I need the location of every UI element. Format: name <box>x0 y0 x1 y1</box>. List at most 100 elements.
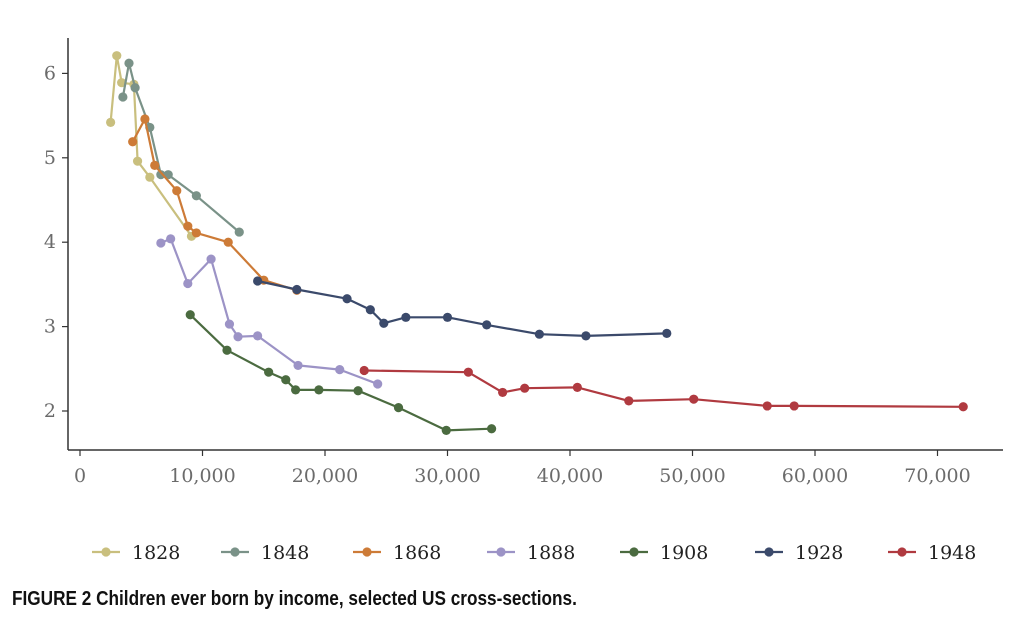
data-point <box>281 375 291 385</box>
data-point <box>293 360 303 371</box>
legend-label: 1868 <box>393 542 441 564</box>
data-point <box>572 382 582 392</box>
x-tick-label: 60,000 <box>782 465 848 487</box>
data-point <box>253 331 263 341</box>
legend-marker <box>230 547 240 557</box>
legend-item-1928: 1928 <box>755 542 843 564</box>
data-point <box>581 331 591 341</box>
series-line <box>131 117 298 292</box>
legend-marker <box>496 547 506 557</box>
data-point <box>130 83 140 93</box>
data-point <box>222 345 232 355</box>
data-point <box>373 379 383 389</box>
y-tick-label: 5 <box>44 147 56 169</box>
data-point <box>762 401 772 411</box>
data-point <box>353 386 363 396</box>
data-point <box>958 402 968 412</box>
x-tick-label: 0 <box>74 465 86 487</box>
data-point <box>534 329 544 339</box>
data-point <box>156 170 166 180</box>
x-tick-label: 30,000 <box>414 465 480 487</box>
data-point <box>498 387 508 398</box>
data-point <box>291 385 301 395</box>
data-point <box>166 234 176 244</box>
chart: 0 10,000 20,000 30,000 40,000 50,000 60,000 70,… <box>44 38 1003 564</box>
data-point <box>393 403 404 413</box>
data-point <box>206 254 216 264</box>
data-point <box>224 319 235 329</box>
data-point <box>441 425 451 436</box>
data-point <box>487 424 497 434</box>
x-tick-label: 40,000 <box>537 465 603 487</box>
series-line <box>364 369 964 408</box>
data-point <box>442 312 453 322</box>
data-point <box>223 237 233 247</box>
data-point <box>789 401 799 411</box>
series-line <box>189 314 492 432</box>
x-ticks: 0 10,000 20,000 30,000 40,000 50,000 60,000 70,… <box>74 450 971 487</box>
data-point <box>253 276 263 286</box>
legend-marker <box>362 547 372 557</box>
x-tick-label: 50,000 <box>659 465 725 487</box>
y-ticks: 2 3 4 5 6 <box>44 62 68 422</box>
data-point <box>183 278 193 289</box>
series-1848 <box>118 58 244 237</box>
data-point <box>314 385 324 395</box>
legend: 1828 1848 1868 1888 1908 1928 1948 <box>92 542 976 564</box>
data-point <box>482 320 492 330</box>
y-tick-label: 6 <box>44 62 56 84</box>
legend-label: 1908 <box>660 542 708 564</box>
data-point <box>124 58 134 68</box>
data-point <box>233 332 243 342</box>
data-point <box>379 318 389 328</box>
data-point <box>359 365 369 376</box>
legend-item-1868: 1868 <box>353 542 441 564</box>
series-1928 <box>253 276 672 341</box>
series-layer <box>106 51 968 436</box>
series-1908 <box>185 310 497 436</box>
data-point <box>117 78 127 88</box>
data-point <box>342 294 352 304</box>
legend-marker <box>101 547 111 557</box>
x-tick-label: 70,000 <box>904 465 970 487</box>
series-1888 <box>156 234 383 389</box>
y-tick-label: 2 <box>44 400 56 422</box>
x-tick-label: 10,000 <box>169 465 235 487</box>
series-1948 <box>359 365 968 412</box>
legend-item-1948: 1948 <box>888 542 976 564</box>
data-point <box>520 383 530 393</box>
legend-label: 1828 <box>132 542 180 564</box>
legend-label: 1888 <box>527 542 575 564</box>
data-point <box>112 51 122 61</box>
data-point <box>662 328 672 338</box>
data-point <box>191 191 201 201</box>
data-point <box>264 367 274 377</box>
figure-caption: FIGURE 2 Children ever born by income, s… <box>12 588 577 610</box>
data-point <box>689 394 699 404</box>
data-point <box>106 117 116 127</box>
legend-item-1908: 1908 <box>620 542 708 564</box>
series-line <box>160 237 379 386</box>
data-point <box>145 172 155 182</box>
data-point <box>624 396 634 406</box>
y-tick-label: 4 <box>44 231 56 253</box>
series-line <box>257 279 667 337</box>
data-point <box>132 156 143 166</box>
data-point <box>191 228 201 238</box>
data-point <box>401 312 411 322</box>
axes <box>67 38 1003 451</box>
data-point <box>118 92 128 102</box>
data-point <box>335 365 345 375</box>
legend-marker <box>764 547 774 557</box>
legend-marker <box>629 547 639 557</box>
data-point <box>463 367 473 377</box>
legend-label: 1928 <box>795 542 843 564</box>
legend-marker <box>897 547 907 557</box>
legend-item-1828: 1828 <box>92 542 180 564</box>
x-tick-label: 20,000 <box>292 465 358 487</box>
data-point <box>185 310 195 320</box>
data-point <box>172 186 182 196</box>
y-tick-label: 3 <box>44 316 56 338</box>
data-point <box>140 114 150 124</box>
data-point <box>156 238 166 248</box>
